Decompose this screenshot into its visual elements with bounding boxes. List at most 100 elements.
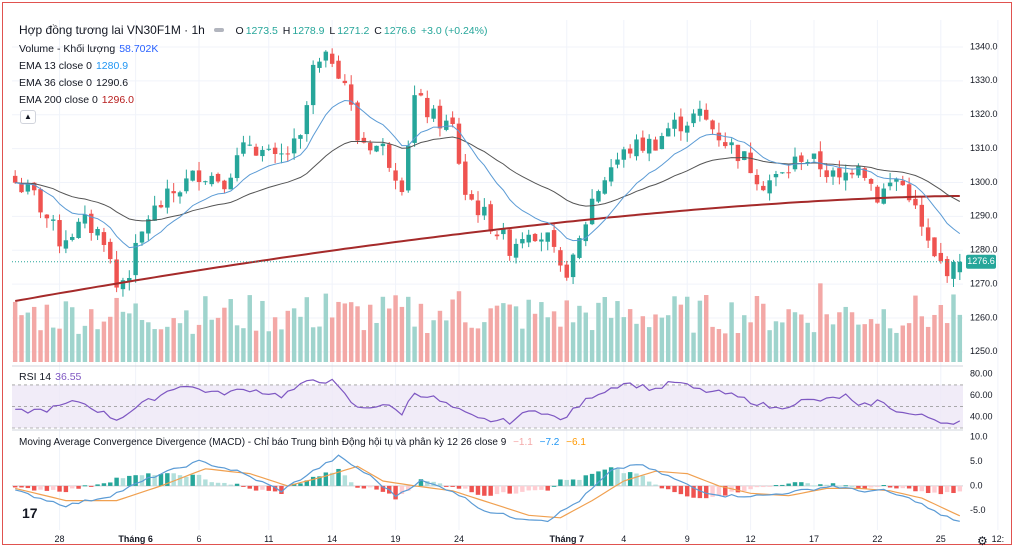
candle-body (260, 149, 265, 157)
candle-body (894, 179, 899, 182)
candle-body (646, 138, 652, 154)
macd-hist-bar (849, 485, 855, 487)
tradingview-logo[interactable]: 17 (22, 505, 38, 521)
rsi-legend[interactable]: RSI 14 36.55 (19, 371, 82, 383)
candle-body (862, 168, 867, 178)
macd-hist-bar (482, 485, 487, 496)
candle-body (792, 156, 798, 170)
macd-hist-bar (659, 485, 665, 489)
candle-body (76, 221, 81, 239)
volume-bar (310, 327, 316, 362)
macd-legend[interactable]: Moving Average Convergence Divergence (M… (19, 437, 586, 448)
more-dots-icon[interactable] (214, 27, 225, 32)
indicator-volume[interactable]: Volume - Khối lượng 58.702K (19, 43, 159, 55)
price-tick-label: 1300.0 (970, 177, 998, 187)
volume-bar (285, 310, 291, 362)
volume-bar (196, 324, 202, 362)
indicator-ema36[interactable]: EMA 36 close 0 1290.6 (19, 77, 129, 89)
candles[interactable] (12, 48, 963, 297)
macd-tick-label: 5.0 (970, 456, 983, 466)
price-tick-label: 1260.0 (970, 312, 998, 322)
ema13-line (15, 99, 961, 249)
time-tick-label: 19 (391, 534, 401, 544)
macd-line (15, 454, 960, 523)
candle-body (570, 254, 576, 278)
volume-bar (380, 296, 386, 362)
volume-bar (444, 320, 449, 362)
indicator-ema13[interactable]: EMA 13 close 0 1280.9 (19, 60, 129, 72)
candle-body (241, 142, 246, 154)
volume-bar (615, 301, 620, 362)
volume-bar (532, 313, 538, 362)
macd-hist-bar (697, 485, 703, 499)
collapse-legend-button[interactable]: ▲ (20, 110, 36, 124)
macd-hist-bar (348, 482, 354, 486)
macd-hist-bar (856, 485, 861, 489)
macd-hist-bar (494, 485, 500, 495)
volume-bar (811, 332, 817, 362)
macd-hist-bar (507, 485, 512, 494)
volume-bar (76, 333, 81, 362)
macd-hist-bar (12, 485, 18, 488)
volume-bar (672, 296, 677, 362)
macd-hist-bar (253, 485, 259, 491)
volume-bar (830, 324, 836, 362)
volume-bar (596, 302, 601, 362)
candle-body (665, 128, 671, 137)
symbol-title[interactable]: Hợp đồng tương lai VN30F1M · 1h (19, 23, 205, 37)
candle-body (900, 180, 905, 186)
macd-hist-bar (564, 479, 569, 486)
rsi-line (15, 378, 961, 425)
candle-body (919, 204, 925, 227)
ohlc-values: O 1273.5 H 1278.9 L 1271.2 C 1276.6 +3.0 (+0… (235, 25, 488, 37)
candle-body (348, 84, 354, 105)
volume-bar (602, 297, 608, 362)
candle-body (488, 204, 493, 232)
candle-body (463, 161, 468, 195)
volume-bar (684, 296, 690, 362)
candle-body (355, 102, 360, 141)
volume-bar (50, 327, 56, 362)
macd-hist-bar (615, 468, 620, 486)
macd-tick-label: 10.0 (970, 431, 988, 441)
macd-hist-bar (799, 482, 804, 486)
macd-hist-bar (520, 485, 525, 492)
macd-hist-bar (526, 485, 531, 491)
volume-bar (849, 312, 855, 362)
volume-bar (627, 309, 633, 362)
indicator-ema200[interactable]: EMA 200 close 0 1296.0 (19, 94, 134, 106)
candle-body (615, 159, 620, 165)
macd-hist-bar (406, 485, 411, 491)
macd-hist-bar (450, 485, 455, 487)
candle-body (761, 185, 766, 191)
candle-body (767, 180, 772, 194)
macd-hist-bar (196, 474, 202, 486)
volume-bar (805, 322, 810, 362)
volume-bar (120, 311, 126, 362)
macd-hist-bar (621, 473, 627, 486)
volume-bar (171, 318, 176, 362)
volume-bar (158, 329, 164, 362)
volume-bar (665, 315, 671, 362)
candle-body (437, 105, 443, 129)
candle-body (469, 194, 474, 200)
volume-bar (31, 306, 37, 362)
volume-bar (767, 330, 772, 362)
candle-body (374, 145, 379, 152)
volume-bar (342, 303, 348, 362)
candle-body (704, 109, 709, 120)
macd-hist-bar (393, 485, 398, 500)
macd-hist-bar (881, 485, 886, 487)
volume-bar (177, 323, 183, 362)
candle-body (602, 180, 608, 194)
volume-bar (862, 324, 867, 362)
candle-body (406, 145, 411, 191)
candle-body (108, 241, 113, 260)
settings-gear-icon[interactable]: ⚙ (977, 534, 988, 548)
volume-bar (640, 316, 646, 362)
macd-hist-bar (437, 483, 443, 486)
volume-bar (304, 297, 310, 362)
volume-bar (729, 302, 734, 362)
candle-body (412, 95, 417, 143)
